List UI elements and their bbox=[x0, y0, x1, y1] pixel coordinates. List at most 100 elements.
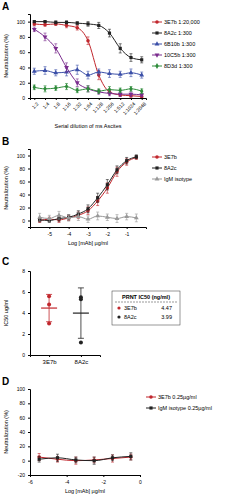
point bbox=[97, 88, 100, 94]
tick: 1:2048 bbox=[132, 98, 147, 116]
tick: 20 bbox=[19, 443, 30, 449]
series bbox=[32, 65, 144, 79]
panel: ANeutralization (%)Serial dilution of ms… bbox=[2, 1, 200, 129]
point bbox=[134, 215, 139, 219]
error-bar bbox=[119, 71, 122, 77]
point bbox=[86, 86, 89, 92]
table-cell: 8A2c bbox=[124, 314, 137, 320]
tick: 1:4 bbox=[41, 98, 50, 110]
tick: 40 bbox=[19, 65, 30, 71]
point bbox=[32, 28, 37, 32]
series-line bbox=[40, 157, 137, 221]
tick-label: 100 bbox=[17, 19, 26, 25]
tick: 8 bbox=[22, 268, 30, 274]
point bbox=[86, 22, 89, 25]
legend-entry: 3E7b bbox=[152, 154, 177, 160]
series bbox=[38, 155, 138, 223]
tick-mark bbox=[140, 475, 141, 477]
point bbox=[79, 297, 83, 301]
legend-label: 3E7b 0.25µg/ml bbox=[158, 394, 197, 400]
error-bar bbox=[33, 27, 36, 32]
tick-mark bbox=[28, 432, 30, 433]
point bbox=[140, 58, 143, 61]
tick: -5 bbox=[48, 227, 53, 237]
table-frame bbox=[112, 291, 180, 325]
tick-mark bbox=[120, 98, 121, 100]
tick-label: -2 bbox=[102, 479, 107, 485]
error-bar bbox=[135, 214, 138, 222]
error-bar bbox=[140, 57, 143, 63]
point bbox=[65, 21, 68, 24]
legend-label: 6B10b 1:300 bbox=[164, 41, 195, 47]
table-header: PRNT IC50 (ng/ml) bbox=[122, 294, 170, 300]
tick: -6 bbox=[28, 475, 33, 485]
tick-mark bbox=[142, 98, 143, 100]
tick-mark bbox=[28, 355, 30, 356]
data-area bbox=[32, 20, 144, 98]
error-bar bbox=[87, 37, 90, 45]
tick: -20 bbox=[18, 472, 30, 478]
error-bar bbox=[76, 65, 79, 74]
axis-line bbox=[28, 272, 31, 356]
y-axis-title: Neutralization (%) bbox=[3, 34, 9, 78]
tick: 80 bbox=[19, 166, 30, 172]
error-bar bbox=[54, 21, 57, 24]
tick: 1:2 bbox=[31, 98, 40, 110]
legend-label: IgM isotype 0.25µg/ml bbox=[158, 405, 212, 411]
point bbox=[37, 214, 42, 218]
point bbox=[115, 168, 118, 171]
series bbox=[37, 211, 138, 222]
tick: 60 bbox=[19, 49, 30, 55]
tick-mark bbox=[49, 355, 50, 357]
tick-mark bbox=[28, 418, 30, 419]
axis-line bbox=[28, 15, 31, 99]
plot: 1:21:41:81:161:321:641:1281:2561:5121:10… bbox=[17, 15, 148, 116]
point bbox=[33, 20, 36, 23]
error-bar bbox=[129, 54, 132, 62]
tick-label: 0 bbox=[22, 458, 25, 464]
data-area bbox=[37, 155, 138, 223]
point bbox=[115, 216, 120, 220]
legend-marker bbox=[155, 20, 159, 24]
tick: 20 bbox=[19, 80, 30, 86]
point bbox=[54, 85, 57, 91]
point bbox=[32, 68, 37, 72]
table-cell: 4.47 bbox=[161, 305, 172, 311]
error-bar bbox=[44, 21, 47, 23]
tick: 1:32 bbox=[72, 98, 83, 112]
tick: 40 bbox=[19, 192, 30, 198]
tick-label: 60 bbox=[19, 415, 25, 421]
tick: 80 bbox=[19, 400, 30, 406]
error-bar bbox=[33, 85, 36, 90]
error-bar bbox=[74, 457, 77, 464]
series-line bbox=[34, 29, 141, 95]
point bbox=[129, 93, 134, 97]
tick-label: 1:2 bbox=[31, 101, 40, 110]
point bbox=[97, 24, 100, 27]
error-bar bbox=[67, 215, 70, 220]
point bbox=[119, 87, 122, 93]
axis-line bbox=[28, 150, 31, 228]
tick-mark bbox=[28, 83, 30, 84]
axis: 1:21:41:81:161:321:641:1281:2561:5121:10… bbox=[31, 98, 148, 116]
panel-title: C bbox=[2, 256, 9, 267]
panel: DNeutralization (%)Log [mAb] µg/ml-6-4-2… bbox=[2, 376, 212, 494]
error-bar bbox=[129, 87, 132, 92]
legend-marker bbox=[149, 406, 152, 409]
error-bar bbox=[58, 211, 61, 219]
legend-entry: 3E7b 0.25µg/ml bbox=[146, 394, 197, 400]
tick-mark bbox=[81, 355, 82, 357]
tick-mark bbox=[28, 271, 30, 272]
legend-marker bbox=[155, 63, 158, 69]
error-bar bbox=[129, 69, 132, 77]
point bbox=[43, 23, 47, 27]
tick-mark bbox=[28, 52, 30, 53]
axis-line bbox=[31, 228, 147, 230]
tick: 0 bbox=[22, 95, 30, 101]
error-bar bbox=[74, 457, 77, 463]
error-bar bbox=[67, 215, 70, 222]
panel: BNeutralization (%)Log [mAb] µg/ml-5-4-3… bbox=[2, 136, 192, 246]
tick-mark bbox=[34, 98, 35, 100]
point bbox=[135, 155, 138, 158]
point bbox=[56, 456, 59, 459]
